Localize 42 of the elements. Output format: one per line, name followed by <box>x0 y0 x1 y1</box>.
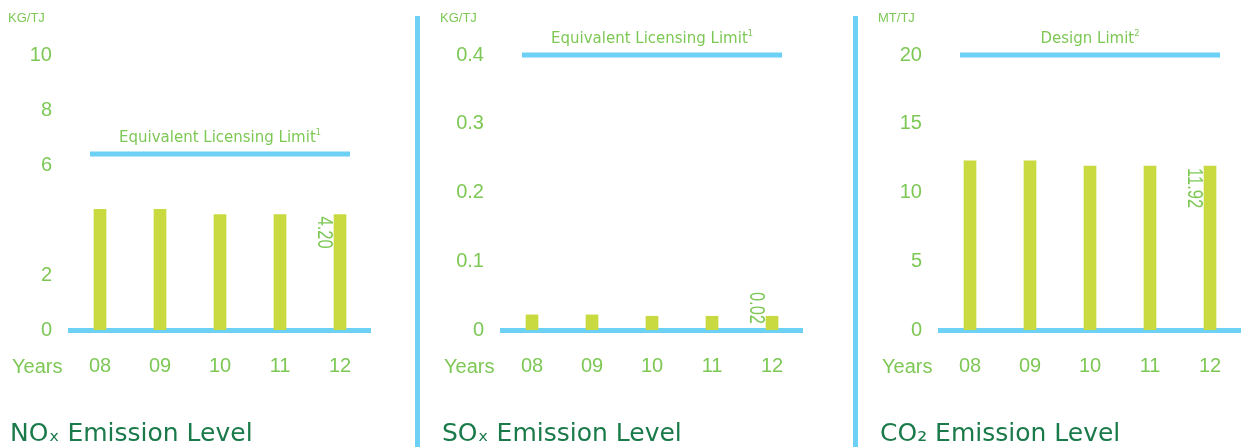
y-axis-title: MT/TJ <box>878 10 915 26</box>
x-tick-label: 09 <box>148 353 172 376</box>
x-tick-label: 09 <box>580 353 604 376</box>
x-axis-title: Years <box>882 354 933 377</box>
data-label: 11.92 <box>1183 168 1209 209</box>
x-tick-label: 09 <box>1018 353 1042 376</box>
x-tick-label: 12 <box>328 353 352 376</box>
text: CO₂ Emission Level <box>880 418 1121 447</box>
x-tick-label: 08 <box>958 353 982 376</box>
y-tick-label: 0.3 <box>456 111 484 134</box>
y-tick-label: 10 <box>899 180 922 203</box>
x-tick-label: 10 <box>640 353 664 376</box>
y-tick-label: 6 <box>40 152 52 175</box>
y-tick-label: 0.2 <box>456 180 484 203</box>
y-tick-label: 0 <box>472 317 484 340</box>
x-tick-label: 10 <box>208 353 232 376</box>
x-tick-label: 11 <box>1139 353 1161 376</box>
x-tick-label: 08 <box>520 353 544 376</box>
x-tick-label: 11 <box>701 353 723 376</box>
x-axis-title: Years <box>12 354 63 377</box>
y-tick-label: 10 <box>29 42 52 65</box>
y-axis-title: KG/TJ <box>440 10 477 26</box>
data-label: 0.02 <box>745 291 771 324</box>
x-tick-label: 12 <box>1198 353 1222 376</box>
y-tick-label: 0 <box>910 317 922 340</box>
x-tick-label: 12 <box>760 353 784 376</box>
y-axis-title: KG/TJ <box>8 10 45 26</box>
x-tick-label: 10 <box>1078 353 1102 376</box>
text: SOₓ Emission Level <box>442 418 682 447</box>
text: NOₓ Emission Level <box>10 418 253 447</box>
y-tick-label: 20 <box>899 42 922 65</box>
x-axis-title: Years <box>444 354 495 377</box>
x-tick-label: 08 <box>88 353 112 376</box>
y-tick-label: 0 <box>40 317 52 340</box>
y-tick-label: 15 <box>899 111 922 134</box>
y-tick-label: 0.1 <box>456 248 484 271</box>
data-label: 4.20 <box>313 216 339 249</box>
y-tick-label: 8 <box>40 97 52 120</box>
y-tick-label: 5 <box>910 248 922 271</box>
y-tick-label: 0.4 <box>456 42 484 65</box>
y-tick-label: 2 <box>40 262 52 285</box>
x-tick-label: 11 <box>269 353 291 376</box>
